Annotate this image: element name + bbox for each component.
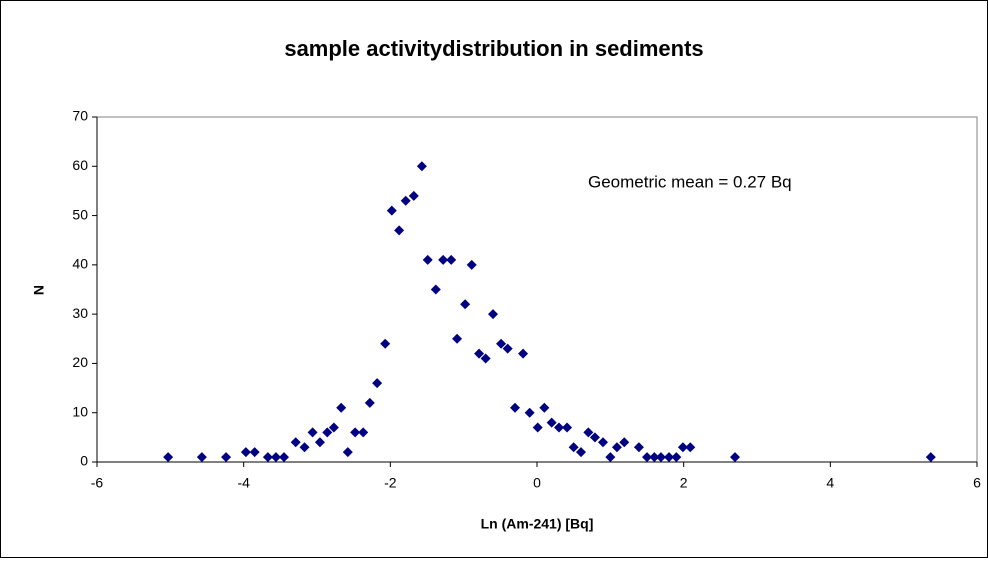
- x-tick-label: 4: [826, 475, 834, 491]
- point: [633, 442, 644, 453]
- x-tick-label: -4: [237, 475, 250, 491]
- point: [568, 442, 579, 453]
- point: [524, 407, 535, 418]
- point: [562, 422, 573, 433]
- point: [279, 452, 289, 463]
- point: [446, 254, 457, 265]
- point: [460, 299, 471, 310]
- y-tick-label: 30: [72, 305, 88, 321]
- point: [314, 437, 325, 448]
- y-tick-label: 20: [72, 354, 88, 370]
- point: [510, 402, 520, 413]
- annotation: Geometric mean = 0.27 Bq: [588, 172, 792, 191]
- point: [270, 452, 281, 463]
- point: [240, 447, 251, 458]
- point: [518, 348, 529, 359]
- point: [611, 442, 622, 453]
- y-axis-label: N: [31, 285, 47, 295]
- point: [655, 452, 666, 463]
- point: [358, 427, 369, 438]
- point: [605, 452, 616, 463]
- point: [221, 452, 232, 463]
- point: [642, 452, 652, 463]
- point: [466, 259, 477, 270]
- point: [372, 378, 383, 389]
- point: [649, 452, 660, 463]
- point: [386, 205, 397, 216]
- point: [480, 353, 491, 364]
- point: [364, 397, 375, 408]
- point: [290, 437, 301, 448]
- point: [342, 447, 353, 458]
- point: [416, 161, 427, 172]
- y-tick-label: 10: [72, 403, 88, 419]
- y-tick-label: 70: [72, 108, 88, 124]
- point: [380, 338, 391, 349]
- point: [671, 452, 682, 463]
- point: [925, 452, 936, 463]
- point: [408, 190, 419, 201]
- point: [328, 422, 339, 433]
- x-tick-label: 0: [533, 475, 541, 491]
- x-axis-label: Ln (Am-241) [Bq]: [481, 516, 594, 532]
- point: [452, 333, 463, 344]
- point: [400, 195, 411, 206]
- point: [598, 437, 608, 448]
- point: [730, 452, 740, 463]
- point: [589, 432, 600, 443]
- x-tick-label: -2: [384, 475, 397, 491]
- y-tick-label: 50: [72, 206, 88, 222]
- point: [307, 427, 318, 438]
- point: [554, 422, 564, 433]
- point: [430, 284, 441, 295]
- point: [488, 309, 498, 320]
- x-tick-label: 2: [680, 475, 688, 491]
- point: [546, 417, 557, 428]
- x-tick-label: -6: [91, 475, 104, 491]
- y-tick-label: 40: [72, 256, 88, 272]
- point: [350, 427, 361, 438]
- point: [664, 452, 674, 463]
- y-tick-label: 0: [80, 453, 88, 469]
- y-tick-label: 60: [72, 157, 88, 173]
- point: [394, 225, 405, 236]
- point: [262, 452, 273, 463]
- point: [196, 452, 207, 463]
- point: [322, 427, 333, 438]
- point: [677, 442, 688, 453]
- point: [502, 343, 513, 354]
- point: [336, 402, 347, 413]
- point: [576, 447, 586, 458]
- point: [539, 402, 550, 413]
- point: [619, 437, 630, 448]
- point: [685, 442, 696, 453]
- chart-title: sample activitydistribution in sediments: [284, 36, 703, 61]
- point: [496, 338, 507, 349]
- point: [249, 447, 260, 458]
- x-tick-label: 6: [973, 475, 981, 491]
- point: [299, 442, 310, 453]
- point: [163, 452, 174, 463]
- point: [532, 422, 543, 433]
- point: [583, 427, 594, 438]
- point: [474, 348, 485, 359]
- point: [422, 254, 433, 265]
- point: [438, 254, 449, 265]
